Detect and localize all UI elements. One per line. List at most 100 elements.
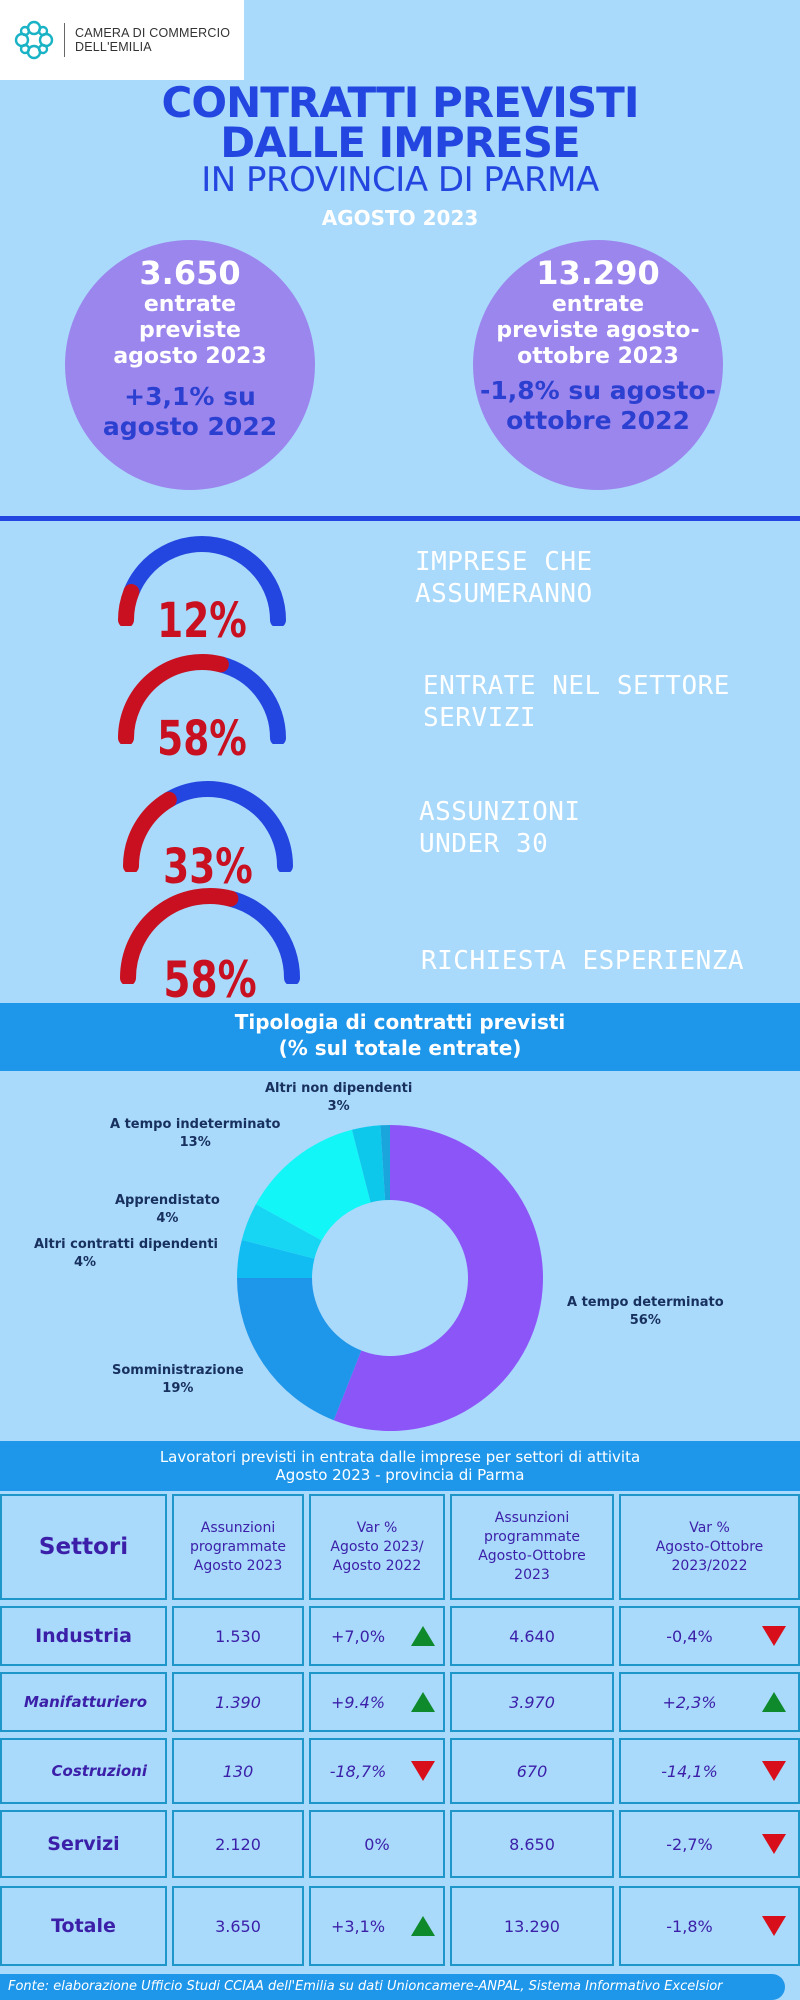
cell-text: Servizi [47,1833,120,1855]
cell-text: -18,7% [329,1761,387,1781]
logo-flower-icon [14,20,54,60]
gauge-value-arc [118,654,229,746]
period-label: AGOSTO 2023 [321,206,479,230]
section-divider [0,516,800,521]
cell-text: Totale [51,1915,116,1937]
table-cell: 1.390 [172,1672,304,1732]
table-row-label: Manifatturiero [0,1672,167,1732]
chart-title: Tipologia di contratti previsti [234,1010,566,1034]
arrow-down-icon [411,1761,435,1781]
cell-text: 13.290 [504,1916,560,1936]
arrow-up-icon [411,1626,435,1646]
cell-text: 0% [364,1834,390,1854]
gauge-remainder-arc [160,781,293,874]
kpi-variation-1: +3,1% su [124,382,256,411]
indicator-label-line: SERVIZI [423,703,537,733]
cell-text: -14,1% [661,1761,718,1781]
gauge-4: 58% [118,886,302,1009]
table-cell: +7,0% [309,1606,445,1666]
donut-label-apprendistato: Apprendistato 4% [115,1192,220,1228]
kpi-number: 13.290 [536,254,660,292]
table-cell: 3.650 [172,1886,304,1966]
gauge-1: 12% [116,534,288,649]
cell-text: 2.120 [215,1834,261,1854]
donut-label-altri-non-dipendenti: Altri non dipendenti 3% [265,1080,412,1116]
header-text: Settori [39,1534,128,1560]
header-text: Var % Agosto-Ottobre 2023/2022 [656,1519,764,1576]
header-line: Agosto 2023 [193,1557,283,1574]
slice-name: A tempo indeterminato [110,1117,281,1132]
header-line: Assunzioni [494,1510,570,1526]
table-cell: -2,7% [619,1810,800,1878]
donut-slice-2 [237,1239,315,1278]
donut-label-tempo-indeterminato: A tempo indeterminato 13% [110,1116,280,1152]
kpi-text-3: ottobre 2023 [517,344,679,369]
kpi-text-1: entrate [551,292,645,317]
header-line: Var % [689,1519,730,1536]
table-row-label: Industria [0,1606,167,1666]
table-title-band: Lavoratori previsti in entrata dalle imp… [0,1441,800,1491]
arrow-up-icon [411,1916,435,1936]
arrow-down-icon [762,1916,786,1936]
header-text: Assunzioni programmate Agosto-Ottobre 2023 [478,1509,586,1585]
kpi-variation-2: agosto 2022 [102,412,278,441]
kpi-text-1: entrate [143,292,237,317]
slice-value: 3% [327,1099,350,1114]
kpi-bubble-august: 3.650 entrate previste agosto 2023 +3,1%… [65,240,315,490]
table-cell: -0,4% [619,1606,800,1666]
slice-value: 4% [156,1211,179,1226]
slice-name: Apprendistato [115,1193,220,1208]
table-cell: +2,3% [619,1672,800,1732]
logo-line-2: DELL'EMILIA [75,40,152,54]
donut-slice-0 [333,1125,543,1431]
gauge-remainder-arc [222,890,300,986]
gauge-value-arc [118,584,140,628]
indicator-label-4: RICHIESTA ESPERIENZA [421,945,744,977]
page-title-line-1: CONTRATTI PREVISTI [161,78,640,127]
gauge-remainder-arc [123,536,286,628]
donut-label-somministrazione: Somministrazione 19% [112,1362,244,1398]
indicator-label-line: RICHIESTA ESPERIENZA [421,946,745,976]
arrow-down-icon [762,1626,786,1646]
table-cell: 13.290 [450,1886,614,1966]
kpi-variation-1: -1,8% su agosto- [479,376,717,405]
donut-label-tempo-determinato: A tempo determinato 56% [567,1294,724,1330]
header-line: Agosto-Ottobre [655,1538,764,1555]
kpi-text-2: previste agosto- [496,318,700,343]
gauge-percent-label: 33% [163,839,253,896]
slice-name: Altri contratti dipendenti [34,1237,219,1252]
table-cell: 8.650 [450,1810,614,1878]
gauge-percent-label: 58% [157,711,247,768]
gauge-arc [120,888,300,986]
arrow-up-icon [411,1692,435,1712]
cell-text: Industria [35,1625,132,1647]
table-cell: 0% [309,1810,445,1878]
table-title-1: Lavoratori previsti in entrata dalle imp… [159,1448,641,1466]
table-title-2: Agosto 2023 - provincia di Parma [275,1466,525,1484]
table-cell: 1.530 [172,1606,304,1666]
cell-text: 130 [222,1761,254,1781]
table-row-label: Totale [0,1886,167,1966]
donut-label-altri-contratti: Altri contratti dipendenti 4% [34,1236,218,1272]
cell-text: +7,0% [330,1626,386,1646]
gauge-arc [118,536,286,628]
header-line: Agosto 2023/ [330,1538,424,1555]
arrow-down-icon [762,1761,786,1781]
arrow-up-icon [762,1692,786,1712]
logo-line-1: CAMERA DI COMMERCIO [75,26,231,40]
gauge-arc [118,654,286,746]
kpi-variation-2: ottobre 2022 [506,406,690,435]
slice-name: A tempo determinato [567,1295,724,1310]
gauge-3: 33% [121,779,295,895]
kpi-text-3: agosto 2023 [113,344,267,369]
source-footer: Fonte: elaborazione Ufficio Studi CCIAA … [0,1974,785,2000]
logo-text: CAMERA DI COMMERCIO DELL'EMILIA [75,26,230,54]
slice-value: 19% [162,1381,194,1396]
table-cell: 2.120 [172,1810,304,1878]
table-header-cell: Settori [0,1494,167,1600]
gauge-remainder-arc [212,656,286,746]
indicator-label-3: ASSUNZIONI UNDER 30 [419,796,581,860]
cell-text: 3.650 [215,1916,261,1936]
logo-divider [64,23,65,57]
slice-name: Altri non dipendenti [265,1081,413,1096]
